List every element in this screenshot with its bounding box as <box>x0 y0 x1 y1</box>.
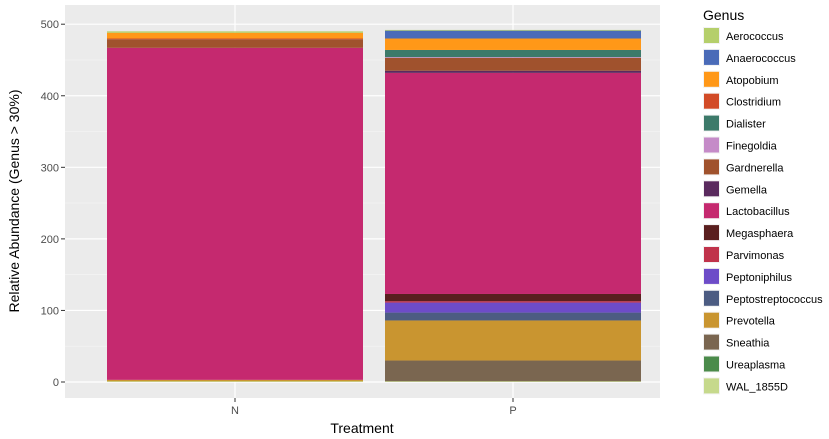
bar-segment-N-atopobium <box>107 32 363 39</box>
bar-segment-P-sneathia <box>385 360 641 382</box>
legend-label: Dialister <box>726 119 766 131</box>
legend: Aerococcus Anaerococcus Atopobium Clostridi… <box>703 27 823 395</box>
legend-swatch <box>704 93 719 109</box>
legend-label: Prevotella <box>726 316 776 328</box>
y-tick-label: 400 <box>41 91 59 103</box>
bar-segment-P-megasphaera <box>385 293 641 302</box>
x-tick-label-N: N <box>231 405 239 417</box>
legend-swatch <box>704 159 719 175</box>
legend-swatch <box>704 247 719 262</box>
legend-item-peptoniphilus: Peptoniphilus <box>703 267 793 285</box>
legend-item-anaerococcus: Anaerococcus <box>703 48 796 66</box>
legend-label: Ureaplasma <box>726 360 786 372</box>
legend-label: Gemella <box>726 184 768 196</box>
y-axis-title: Relative Abundance (Genus > 30%) <box>6 90 22 313</box>
legend-label: Parvimonas <box>726 250 785 262</box>
y-tick-label: 500 <box>41 19 59 31</box>
bar-segment-N-clostridium <box>107 38 363 40</box>
legend-item-finegoldia: Finegoldia <box>703 136 778 154</box>
y-tick-label: 0 <box>53 377 59 389</box>
bar-segment-P-dialister <box>385 49 641 58</box>
legend-swatch <box>704 356 719 372</box>
legend-swatch <box>704 137 719 153</box>
legend-item-parvimonas: Parvimonas <box>703 246 785 263</box>
legend-item-gemella: Gemella <box>703 180 768 198</box>
legend-label: WAL_1855D <box>726 381 788 393</box>
legend-item-peptostreptococcus: Peptostreptococcus <box>703 289 823 307</box>
bar-segment-P-wal_1855d <box>385 381 641 382</box>
bar-segment-P-anaerococcus <box>385 30 641 39</box>
bar-segment-P-aerococcus <box>385 29 641 31</box>
legend-item-sneathia: Sneathia <box>703 333 770 351</box>
bar-segment-N-gardnerella <box>107 39 363 48</box>
legend-item-clostridium: Clostridium <box>703 92 781 110</box>
bar-segment-N-lactobacillus <box>107 47 363 380</box>
bar-segment-P-prevotella <box>385 320 641 361</box>
legend-item-wal_1855d: WAL_1855D <box>703 377 788 395</box>
legend-label: Atopobium <box>726 75 779 87</box>
legend-label: Aerococcus <box>726 31 784 43</box>
legend-swatch <box>704 181 719 197</box>
bar-segment-P-gemella <box>385 70 641 73</box>
legend-swatch <box>704 71 719 87</box>
bar-segment-N-wal_1855d <box>107 381 363 382</box>
bar-segment-P-finegoldia <box>385 57 641 58</box>
legend-swatch <box>704 290 719 306</box>
legend-swatch <box>704 203 719 219</box>
legend-item-lactobacillus: Lactobacillus <box>703 202 790 220</box>
legend-label: Megasphaera <box>726 228 794 240</box>
legend-label: Gardnerella <box>726 162 784 174</box>
legend-swatch <box>704 378 719 394</box>
bars <box>107 29 641 382</box>
legend-swatch <box>704 115 719 131</box>
y-tick-label: 300 <box>41 162 59 174</box>
bar-segment-P-peptostreptococcus <box>385 312 641 321</box>
legend-item-ureaplasma: Ureaplasma <box>703 355 786 373</box>
legend-label: Peptostreptococcus <box>726 294 823 306</box>
bar-segment-P-peptoniphilus <box>385 302 641 313</box>
legend-swatch <box>704 334 719 350</box>
y-axis: 0 100 200 300 400 500 <box>41 19 65 389</box>
bar-segment-P-gardnerella <box>385 57 641 71</box>
legend-item-dialister: Dialister <box>703 114 766 132</box>
legend-label: Clostridium <box>726 97 781 109</box>
legend-label: Finegoldia <box>726 141 778 153</box>
legend-label: Peptoniphilus <box>726 272 793 284</box>
bar-segment-P-lactobacillus <box>385 72 641 294</box>
y-tick-label: 200 <box>41 234 59 246</box>
legend-label: Sneathia <box>726 338 770 350</box>
legend-title: Genus <box>703 7 744 23</box>
legend-item-gardnerella: Gardnerella <box>703 158 784 176</box>
x-axis-title: Treatment <box>330 420 393 436</box>
y-tick-label: 100 <box>41 305 59 317</box>
legend-item-atopobium: Atopobium <box>703 70 779 88</box>
legend-swatch <box>704 312 719 328</box>
legend-label: Anaerococcus <box>726 53 796 65</box>
bar-segment-P-atopobium <box>385 38 641 50</box>
legend-swatch <box>704 49 719 65</box>
legend-item-aerococcus: Aerococcus <box>703 27 784 44</box>
bar-segment-P-parvimonas <box>385 301 641 303</box>
legend-swatch <box>704 225 719 241</box>
bar-segment-N-prevotella <box>107 379 363 382</box>
legend-item-megasphaera: Megasphaera <box>703 224 794 242</box>
legend-swatch <box>704 268 719 284</box>
bar-segment-N-aerococcus <box>107 31 363 33</box>
legend-swatch <box>704 28 719 43</box>
legend-label: Lactobacillus <box>726 206 790 218</box>
x-tick-label-P: P <box>509 405 516 417</box>
legend-item-prevotella: Prevotella <box>703 311 776 329</box>
